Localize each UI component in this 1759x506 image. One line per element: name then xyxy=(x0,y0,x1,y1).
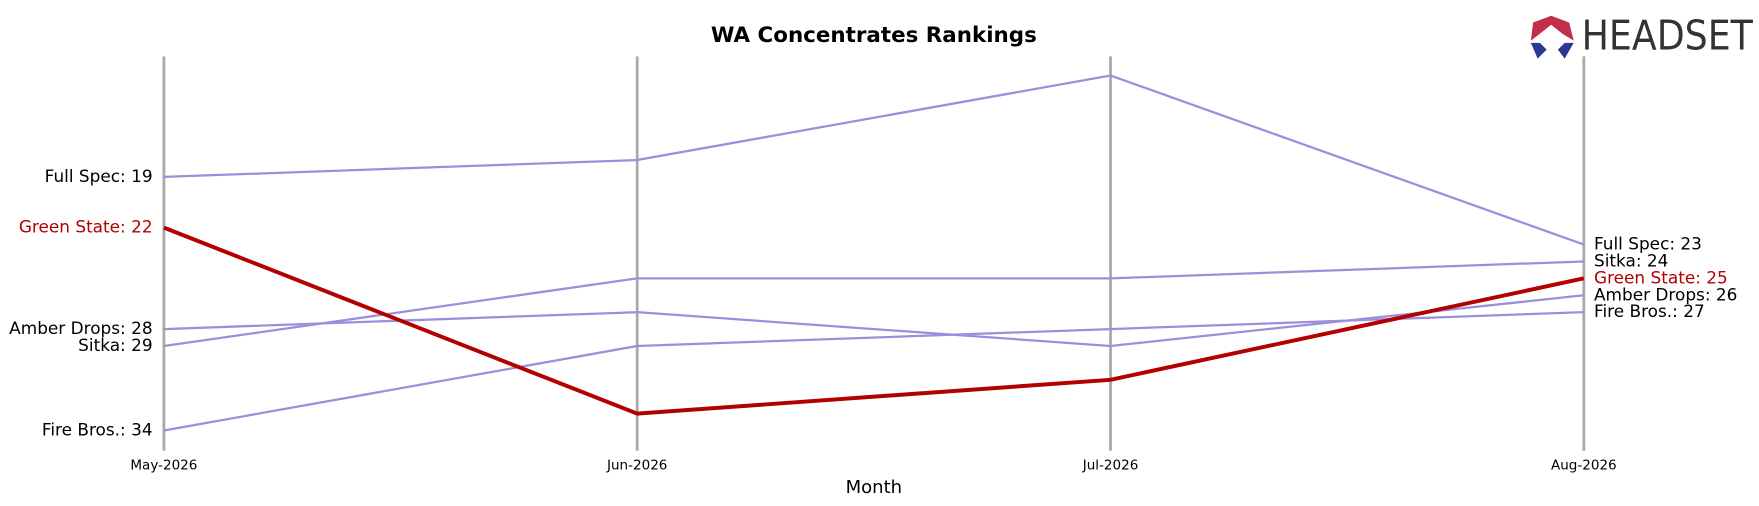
value-label: Full Spec: 23 xyxy=(1594,234,1702,254)
value-label: Amber Drops: 28 xyxy=(9,318,152,338)
value-label: Sitka: 24 xyxy=(1594,250,1668,270)
value-label: Green State: 22 xyxy=(19,217,153,237)
value-label: Sitka: 29 xyxy=(78,335,152,355)
logo-icon xyxy=(1557,42,1574,59)
series-line xyxy=(163,225,1585,416)
x-tick-label: Aug-2026 xyxy=(1551,457,1617,473)
value-label: Full Spec: 19 xyxy=(45,166,153,186)
x-tick-label: Jun-2026 xyxy=(606,457,667,473)
value-label: Fire Bros.: 27 xyxy=(1594,301,1705,321)
logo-icon xyxy=(1530,42,1547,59)
x-tick-label: May-2026 xyxy=(130,457,197,473)
chart-title: WA Concentrates Rankings xyxy=(711,23,1037,48)
x-axis-label: Month xyxy=(846,477,902,498)
series-line xyxy=(163,311,1584,432)
value-label: Fire Bros.: 34 xyxy=(42,419,153,439)
logo-text: HEADSET xyxy=(1582,11,1753,59)
series-line xyxy=(163,260,1584,348)
logo-icon xyxy=(1530,15,1574,41)
logo: HEADSET xyxy=(1530,11,1753,59)
series-line xyxy=(163,74,1585,246)
value-label: Amber Drops: 26 xyxy=(1594,284,1737,304)
x-tick-label: Jul-2026 xyxy=(1082,457,1139,473)
value-label: Green State: 25 xyxy=(1594,267,1728,287)
